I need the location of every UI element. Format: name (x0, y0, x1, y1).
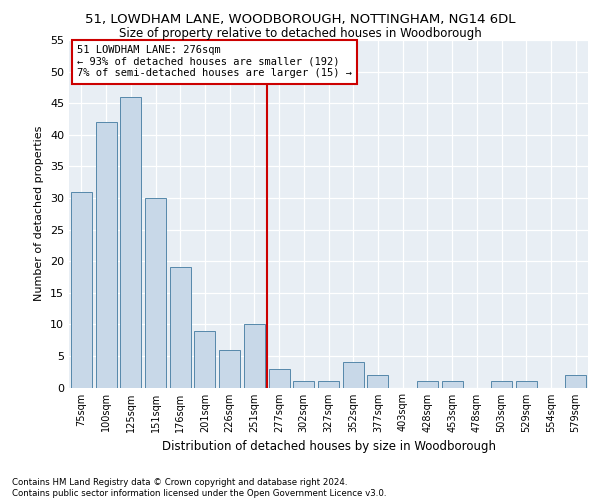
Text: 51, LOWDHAM LANE, WOODBOROUGH, NOTTINGHAM, NG14 6DL: 51, LOWDHAM LANE, WOODBOROUGH, NOTTINGHA… (85, 12, 515, 26)
Bar (491, 381, 512, 388)
Bar (145, 198, 166, 388)
Bar (194, 330, 215, 388)
Bar (367, 375, 388, 388)
Bar (95, 122, 116, 388)
Text: Size of property relative to detached houses in Woodborough: Size of property relative to detached ho… (119, 28, 481, 40)
Bar (417, 381, 438, 388)
Bar (219, 350, 240, 388)
X-axis label: Distribution of detached houses by size in Woodborough: Distribution of detached houses by size … (161, 440, 496, 453)
Bar (516, 381, 537, 388)
Bar (343, 362, 364, 388)
Bar (269, 368, 290, 388)
Bar (293, 381, 314, 388)
Bar (318, 381, 339, 388)
Text: 51 LOWDHAM LANE: 276sqm
← 93% of detached houses are smaller (192)
7% of semi-de: 51 LOWDHAM LANE: 276sqm ← 93% of detache… (77, 45, 352, 78)
Bar (442, 381, 463, 388)
Bar (120, 97, 141, 388)
Text: Contains HM Land Registry data © Crown copyright and database right 2024.
Contai: Contains HM Land Registry data © Crown c… (12, 478, 386, 498)
Bar (244, 324, 265, 388)
Bar (170, 268, 191, 388)
Y-axis label: Number of detached properties: Number of detached properties (34, 126, 44, 302)
Bar (71, 192, 92, 388)
Bar (565, 375, 586, 388)
